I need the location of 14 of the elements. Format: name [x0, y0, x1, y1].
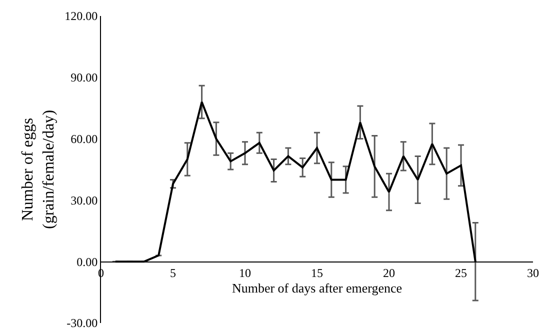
- y-tick-label: 120.00: [64, 9, 98, 24]
- y-tick-label: 30.00: [70, 193, 98, 208]
- x-tick-label: 15: [311, 266, 323, 280]
- x-axis-title: Number of days after emergence: [232, 280, 402, 296]
- x-tick-label: 10: [239, 266, 251, 280]
- x-tick-label: 5: [170, 266, 176, 280]
- y-tick-label: 90.00: [70, 70, 98, 85]
- x-tick-label: 25: [455, 266, 467, 280]
- y-tick-label: 60.00: [70, 132, 98, 146]
- y-tick-label: 0.00: [76, 254, 98, 269]
- x-tick-label: 30: [527, 266, 539, 280]
- x-tick-label: 20: [383, 266, 395, 280]
- y-axis-title: Number of eggs (grain/female/day): [20, 110, 58, 230]
- y-tick-label: -30.00: [66, 316, 98, 330]
